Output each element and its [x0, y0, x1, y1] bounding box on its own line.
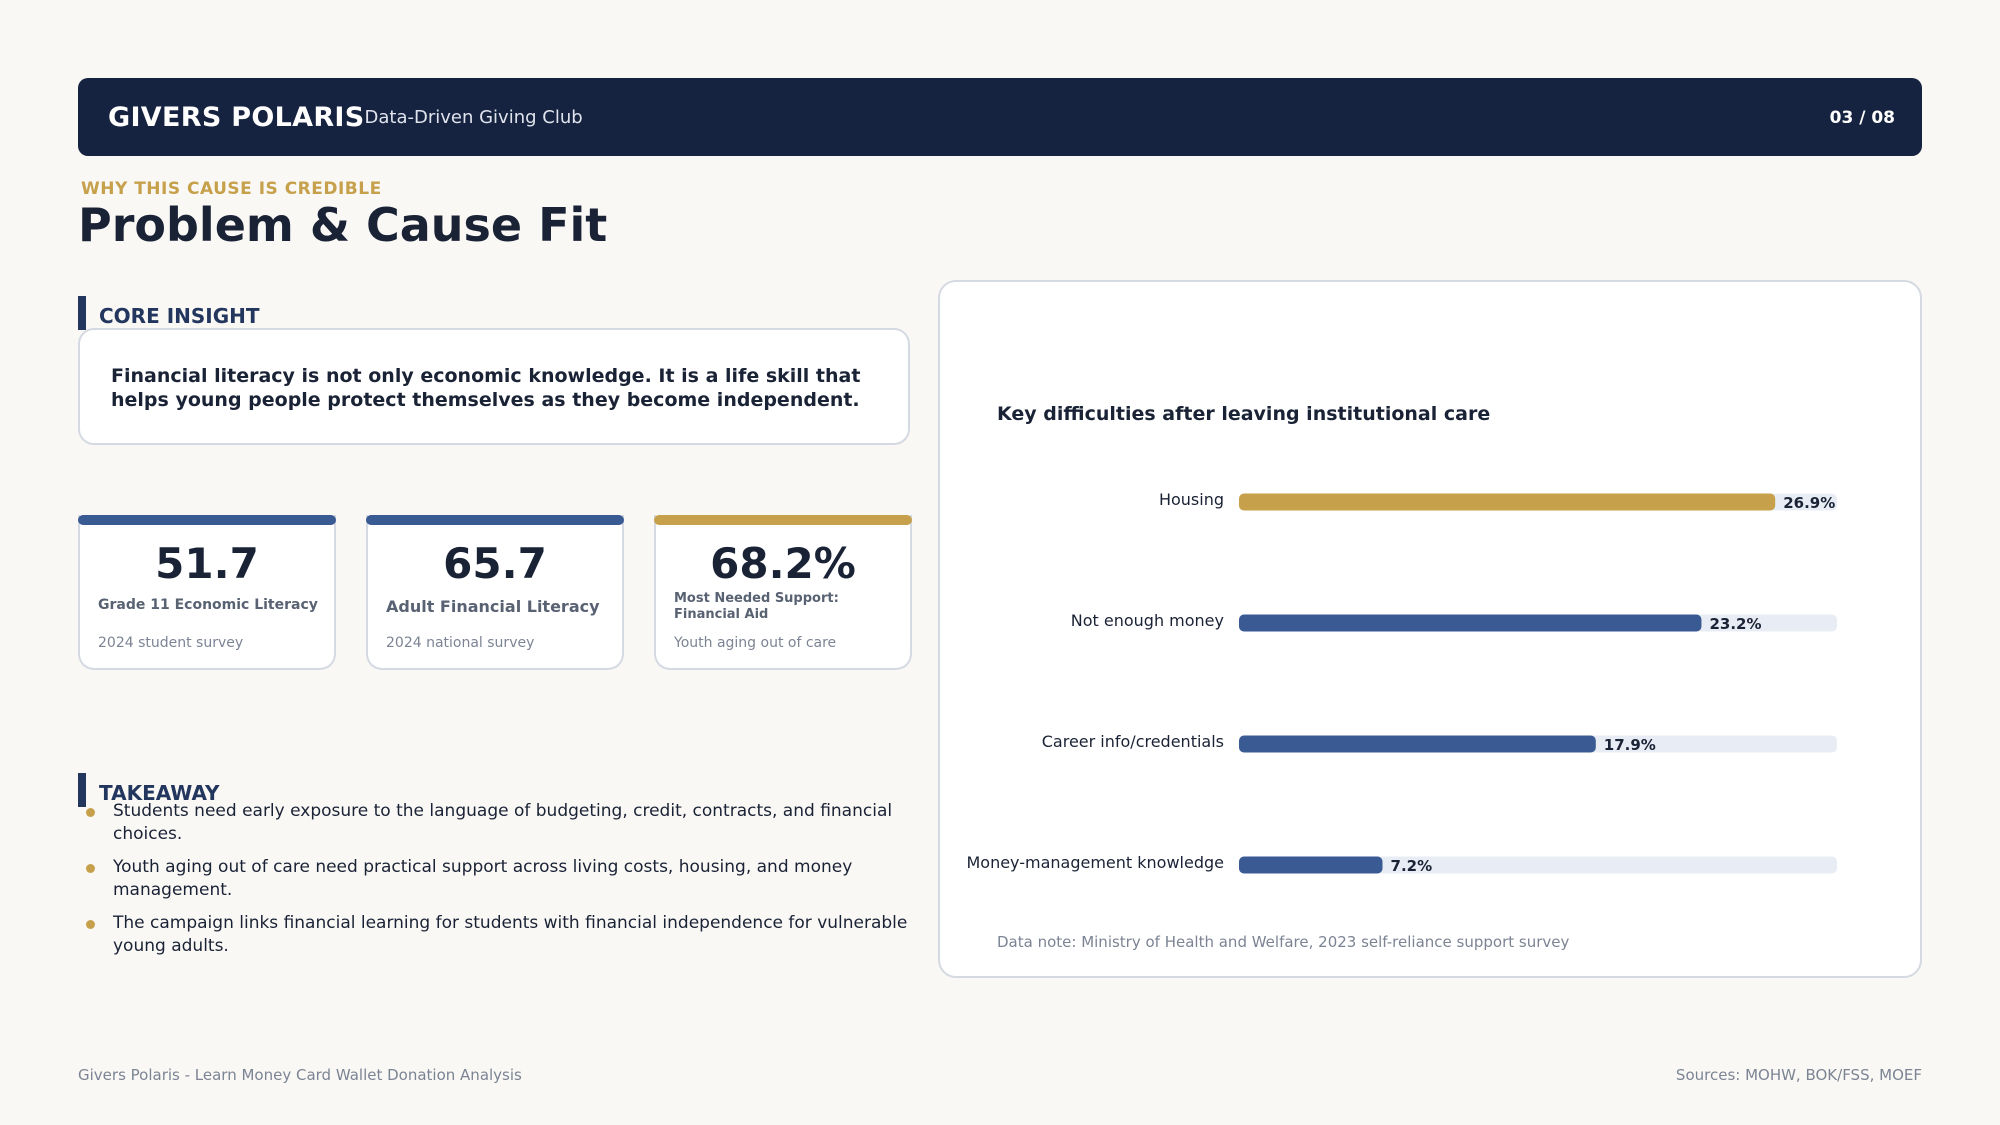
page-title: Problem & Cause Fit [78, 198, 608, 252]
bar-track [1239, 856, 1837, 874]
kpi-label: Adult Financial Literacy [386, 597, 600, 616]
core-insight-box: Financial literacy is not only economic … [78, 328, 910, 445]
bullet-dot [86, 808, 95, 817]
core-insight-text: Financial literacy is not only economic … [111, 365, 861, 411]
kpi-card-adult: 65.7 Adult Financial Literacy 2024 natio… [366, 515, 624, 670]
bullet-dot [86, 920, 95, 929]
value-label: 23.2% [1709, 615, 1761, 633]
kpi-accent-bar [654, 515, 912, 525]
core-insight-label: CORE INSIGHT [78, 296, 260, 330]
value-label: 17.9% [1604, 736, 1656, 754]
value-label: 7.2% [1391, 857, 1433, 875]
footer-left: Givers Polaris - Learn Money Card Wallet… [78, 1066, 522, 1084]
list-item: The campaign links financial learning fo… [84, 912, 916, 958]
kpi-value: 51.7 [155, 539, 259, 588]
club-subtitle: Data-Driven Giving Club [364, 106, 583, 128]
bullet-dot [86, 864, 95, 873]
kpi-accent-bar [78, 515, 336, 525]
list-item: Youth aging out of care need practical s… [84, 856, 916, 902]
takeaway-label: TAKEAWAY [78, 773, 220, 807]
chart-note: Data note: Ministry of Health and Welfar… [997, 933, 1570, 951]
takeaway-list: Students need early exposure to the lang… [84, 800, 916, 968]
kpi-label: Most Needed Support: Financial Aid [674, 591, 839, 622]
kpi-sub: Youth aging out of care [674, 635, 837, 651]
header-bar: GIVERS POLARIS Data-Driven Giving Club 0… [78, 78, 1922, 156]
chart-title: Key difficulties after leaving instituti… [997, 403, 1491, 425]
bar [1239, 735, 1596, 753]
kpi-accent-bar [366, 515, 624, 525]
kpi-card-grade11: 51.7 Grade 11 Economic Literacy 2024 stu… [78, 515, 336, 670]
eyebrow-label: WHY THIS CAUSE IS CREDIBLE [81, 179, 382, 199]
kpi-sub: 2024 national survey [386, 635, 535, 651]
category-label: Not enough money [1071, 611, 1224, 630]
footer-right: Sources: MOHW, BOK/FSS, MOEF [1675, 1066, 1922, 1084]
bar [1239, 614, 1702, 632]
brand-title: GIVERS POLARIS [108, 101, 365, 133]
value-label: 26.9% [1783, 494, 1835, 512]
bar-chart: Housing 26.9% Not enough money 23.2% Career … [966, 490, 1837, 875]
kpi-value: 65.7 [443, 539, 547, 588]
kpi-value: 68.2% [710, 539, 856, 588]
list-item: Students need early exposure to the lang… [84, 800, 916, 846]
kpi-sub: 2024 student survey [98, 635, 244, 651]
bar [1239, 856, 1383, 874]
page-number: 03 / 08 [1829, 108, 1895, 128]
kpi-card-support: 68.2% Most Needed Support: Financial Aid… [654, 515, 912, 670]
chart-card: Key difficulties after leaving instituti… [938, 280, 1922, 978]
category-label: Career info/credentials [1042, 732, 1224, 751]
category-label: Money-management knowledge [966, 853, 1224, 872]
kpi-label: Grade 11 Economic Literacy [98, 597, 318, 613]
bar [1239, 493, 1776, 511]
category-label: Housing [1159, 490, 1224, 509]
